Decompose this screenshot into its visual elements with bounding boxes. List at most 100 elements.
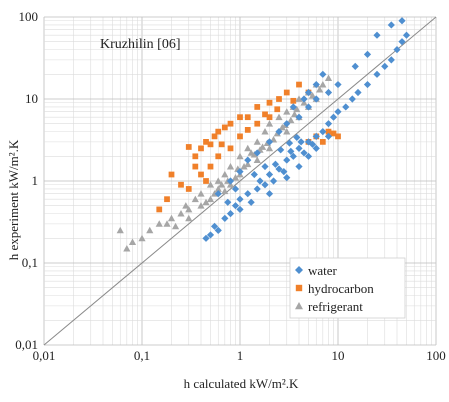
data-point-refrigerant	[177, 210, 185, 217]
data-point-water	[295, 162, 303, 171]
data-point-refrigerant	[191, 195, 199, 203]
data-point-refrigerant	[197, 190, 205, 197]
data-point-hydrocarbon	[207, 141, 214, 148]
data-point-water	[244, 156, 252, 164]
data-point-water	[283, 156, 291, 164]
data-point-water	[324, 120, 333, 128]
data-point-refrigerant	[295, 95, 303, 102]
data-point-hydrocarbon	[227, 145, 234, 152]
data-point-refrigerant	[202, 198, 210, 206]
data-point-refrigerant	[275, 113, 283, 121]
data-point-water	[275, 128, 283, 136]
data-point-water	[271, 160, 280, 168]
tick-labels: 0,01 0,1 1 10 100 0,01 0,1 1 10 100	[15, 9, 446, 363]
data-point-water	[398, 17, 406, 25]
data-point-water	[289, 152, 297, 160]
legend-marker-water	[295, 266, 303, 274]
data-point-refrigerant	[261, 128, 269, 135]
data-point-water	[253, 149, 261, 157]
data-point-hydrocarbon	[203, 178, 209, 184]
data-point-refrigerant	[146, 226, 154, 234]
data-point-refrigerant	[206, 181, 215, 188]
y-tick-label: 0,1	[22, 255, 38, 270]
reference-line-y-equals-x	[43, 16, 437, 346]
data-point-water	[381, 62, 389, 70]
data-point-hydrocarbon	[207, 163, 214, 170]
data-point-water	[283, 174, 291, 182]
data-point-water	[244, 190, 252, 198]
data-point-water	[304, 103, 313, 111]
data-point-water	[295, 144, 303, 152]
y-tick-label: 0,01	[15, 337, 38, 352]
data-point-hydrocarbon	[319, 138, 326, 145]
data-point-hydrocarbon	[164, 196, 170, 203]
data-point-water	[312, 132, 320, 140]
data-point-water	[363, 50, 372, 58]
data-point-water	[206, 231, 215, 239]
data-point-water	[231, 185, 240, 193]
data-point-hydrocarbon	[266, 99, 273, 106]
data-point-hydrocarbon	[185, 144, 192, 150]
data-point-water	[224, 198, 232, 206]
data-point-hydrocarbon	[290, 97, 297, 104]
data-point-refrigerant	[253, 156, 261, 163]
data-point-refrigerant	[316, 86, 324, 93]
data-point-hydrocarbon	[211, 133, 218, 140]
data-point-hydrocarbon	[254, 120, 261, 127]
data-point-refrigerant	[123, 244, 131, 252]
data-point-hydrocarbon	[244, 127, 251, 133]
data-point-water	[269, 177, 278, 185]
data-point-refrigerant	[244, 144, 252, 152]
data-point-water	[387, 21, 395, 29]
data-point-water	[280, 168, 288, 176]
data-point-hydrocarbon	[203, 138, 209, 145]
data-point-water	[226, 177, 235, 185]
legend-item-water: water	[295, 263, 338, 278]
legend-box	[289, 257, 406, 319]
data-point-hydrocarbon	[335, 133, 341, 140]
data-point-refrigerant	[324, 74, 333, 81]
legend-marker-hydrocarbon	[295, 284, 303, 292]
data-point-hydrocarbon	[185, 186, 192, 192]
data-point-water	[295, 113, 303, 121]
data-point-water	[304, 152, 313, 160]
data-point-refrigerant	[185, 205, 193, 213]
data-point-water	[256, 177, 264, 185]
data-point-hydrocarbon	[156, 206, 163, 213]
legend-label-refrigerant: refrigerant	[308, 299, 363, 314]
data-point-hydrocarbon	[198, 171, 204, 178]
data-point-water	[319, 70, 327, 78]
data-point-hydrocarbon	[330, 130, 337, 137]
x-tick-label: 1	[237, 348, 244, 363]
data-point-refrigerant	[244, 160, 252, 168]
data-point-water	[348, 95, 356, 103]
data-point-refrigerant	[308, 92, 317, 99]
data-point-hydrocarbon	[254, 104, 261, 110]
data-point-refrigerant	[250, 150, 258, 158]
data-point-hydrocarbon	[262, 111, 268, 118]
data-point-water	[373, 70, 381, 78]
data-point-water	[304, 88, 313, 97]
data-point-refrigerant	[155, 220, 163, 227]
data-point-water	[312, 80, 320, 89]
data-point-refrigerant	[163, 220, 171, 227]
data-point-hydrocarbon	[283, 89, 290, 96]
data-point-water	[226, 210, 235, 218]
data-point-refrigerant	[247, 149, 255, 156]
y-tick-label: 100	[19, 9, 39, 24]
data-point-refrigerant	[221, 170, 229, 178]
data-point-water	[324, 132, 333, 140]
data-point-water	[329, 113, 338, 121]
data-point-water	[373, 31, 381, 39]
data-point-water	[265, 190, 274, 198]
data-point-refrigerant	[182, 202, 190, 209]
data-point-refrigerant	[253, 138, 261, 145]
data-point-hydrocarbon	[276, 96, 282, 102]
data-point-hydrocarbon	[215, 153, 222, 160]
data-point-water	[283, 120, 291, 128]
legend-marker-refrigerant	[295, 302, 303, 310]
data-point-refrigerant	[185, 214, 193, 222]
data-point-water	[402, 31, 411, 39]
data-point-hydrocarbon	[221, 124, 228, 131]
